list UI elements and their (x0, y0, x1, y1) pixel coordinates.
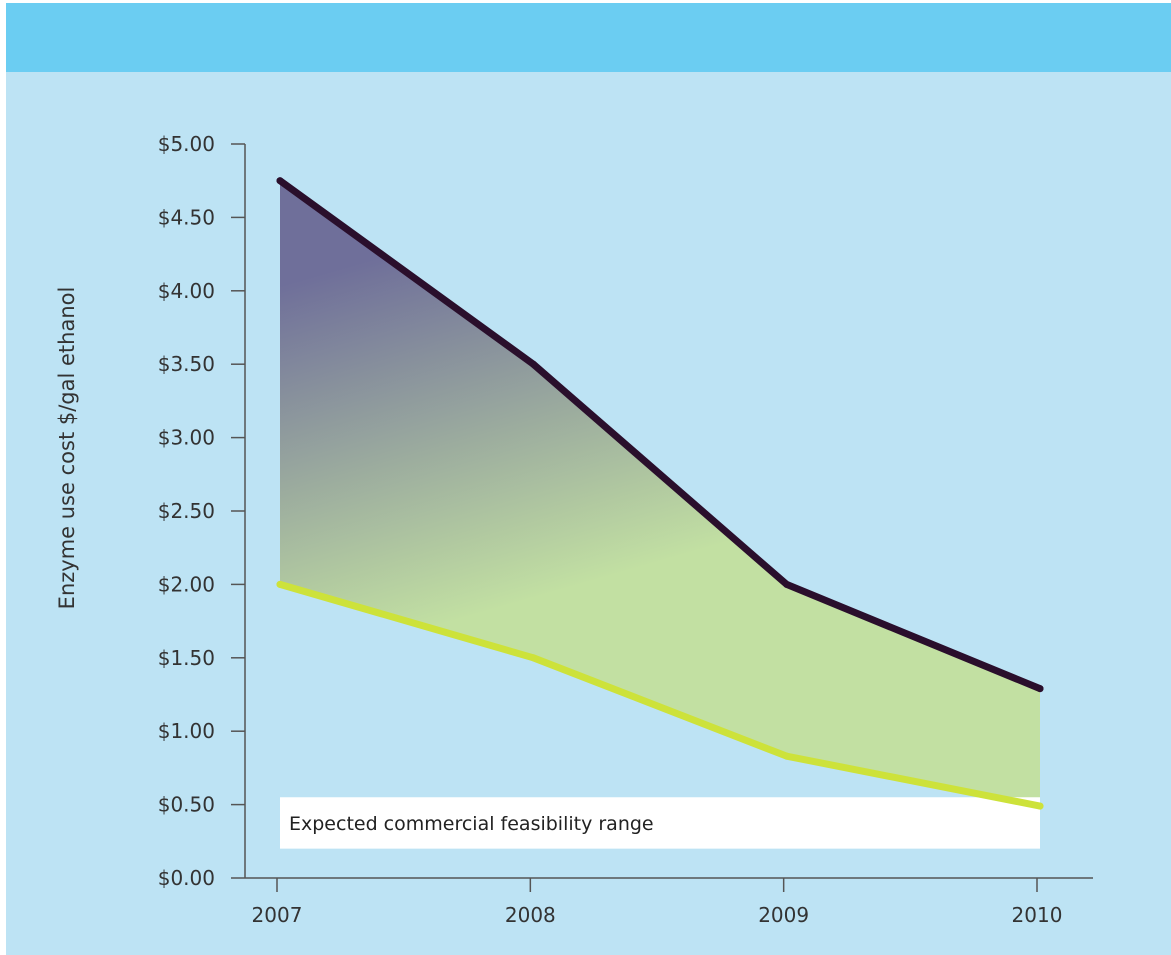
y-tick-label: $2.00 (158, 572, 215, 596)
y-tick-label: $3.00 (158, 426, 215, 450)
x-tick-label: 2009 (758, 903, 809, 927)
y-tick-label: $2.50 (158, 499, 215, 523)
y-tick-label: $1.50 (158, 646, 215, 670)
range-area (280, 180, 1040, 807)
lower-series-point (276, 580, 284, 588)
upper-series-point (529, 360, 537, 368)
y-tick-label: $5.00 (158, 132, 215, 156)
upper-series-point (276, 177, 284, 185)
lower-series-point (529, 654, 537, 662)
axes-layer: $0.00 $0.50 $1.00 $1.50 $2.00 $2.50 $3.00 $3.50… (158, 132, 1093, 927)
feasibility-band (280, 797, 1040, 849)
labels-layer: Enzyme use cost $/gal ethanol (55, 287, 79, 610)
y-tick-label: $4.50 (158, 205, 215, 229)
x-tick-label: 2008 (505, 903, 556, 927)
upper-series-point (1036, 685, 1044, 693)
header-banner (6, 3, 1171, 72)
x-tick-label: 2007 (252, 903, 303, 927)
upper-series-line (276, 177, 1044, 693)
y-tick-label: $0.50 (158, 793, 215, 817)
chart-frame (6, 3, 1171, 955)
area-layer (280, 180, 1040, 807)
series-lines-layer (276, 177, 1044, 810)
y-tick-label: $4.00 (158, 279, 215, 303)
feasibility-band-label: Expected commercial feasibility range (289, 813, 654, 835)
y-tick-label: $3.50 (158, 352, 215, 376)
y-tick-label: $0.00 (158, 866, 215, 890)
lower-series-point (783, 752, 791, 760)
feasibility-band-layer: Expected commercial feasibility range (280, 797, 1040, 849)
x-tick-label: 2010 (1012, 903, 1063, 927)
lower-series-point (1036, 802, 1044, 810)
y-axis-label: Enzyme use cost $/gal ethanol (55, 287, 79, 610)
lower-series-line (276, 580, 1044, 810)
upper-series-point (783, 580, 791, 588)
y-tick-label: $1.00 (158, 719, 215, 743)
